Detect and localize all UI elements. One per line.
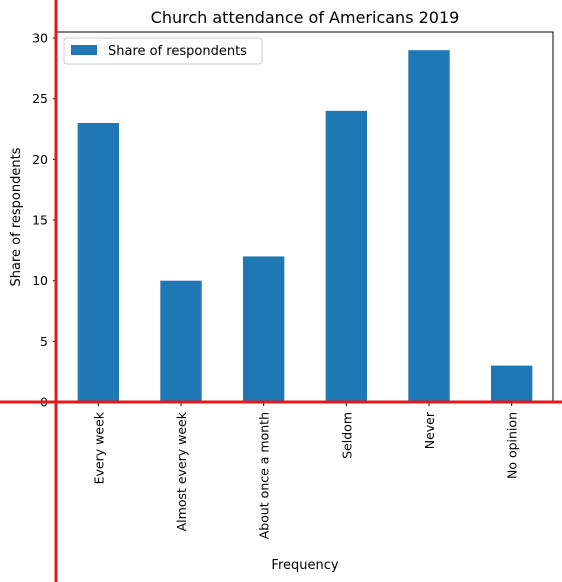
chart-title: Church attendance of Americans 2019 bbox=[151, 8, 460, 27]
bar-3 bbox=[325, 110, 367, 402]
bar-5 bbox=[491, 365, 533, 402]
legend-swatch bbox=[71, 45, 97, 55]
y-tick-label-1: 5 bbox=[40, 334, 48, 349]
legend-box bbox=[63, 37, 263, 65]
bar-2 bbox=[243, 256, 285, 402]
x-tick-label-1: Almost every week bbox=[174, 411, 189, 531]
bar-0 bbox=[77, 122, 119, 402]
x-tick-label-0: Every week bbox=[91, 411, 106, 484]
legend-label: Share of respondents bbox=[108, 44, 247, 59]
y-tick-label-2: 10 bbox=[32, 273, 48, 288]
x-ticks-group: Every week Almost every week About once a … bbox=[91, 402, 520, 539]
y-tick-label-4: 20 bbox=[32, 152, 48, 167]
x-tick-label-4: Never bbox=[422, 411, 437, 449]
x-axis-label: Frequency bbox=[271, 558, 338, 573]
bar-4 bbox=[408, 50, 450, 403]
x-tick-label-5: No opinion bbox=[505, 412, 520, 479]
x-tick-label-3: Seldom bbox=[339, 412, 354, 459]
bars-group bbox=[77, 50, 533, 403]
y-tick-label-3: 15 bbox=[32, 213, 48, 228]
bar-1 bbox=[160, 280, 202, 402]
x-tick-label-2: About once a month bbox=[257, 412, 272, 539]
plot-frame bbox=[56, 31, 554, 403]
legend: Share of respondents bbox=[63, 37, 263, 65]
y-tick-label-6: 30 bbox=[32, 31, 48, 46]
y-tick-label-5: 25 bbox=[32, 91, 48, 106]
y-axis-label: Share of respondents bbox=[9, 147, 24, 286]
y-ticks-group: 051015202530 bbox=[32, 31, 57, 410]
